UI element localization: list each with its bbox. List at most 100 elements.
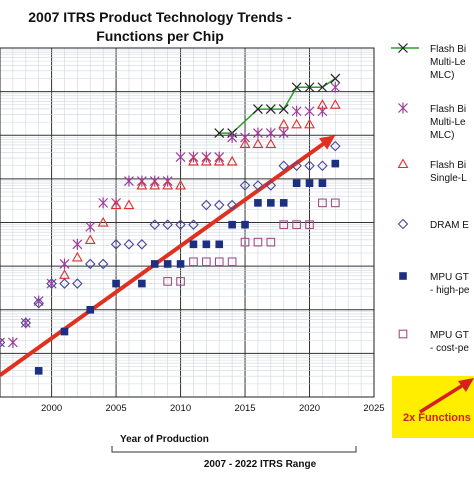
legend-entry-4: DRAM E <box>397 218 469 231</box>
data-point <box>254 199 262 207</box>
data-point <box>278 118 290 129</box>
data-point <box>124 175 134 187</box>
data-point <box>330 198 340 208</box>
data-point <box>188 155 199 166</box>
data-point <box>175 219 186 230</box>
data-point <box>213 199 225 211</box>
range-label: 2007 - 2022 ITRS Range <box>204 459 317 470</box>
data-point <box>240 237 250 247</box>
legend-entry-2: Flash Bi Multi-Le MLC) <box>398 102 466 141</box>
range-brace <box>111 446 357 453</box>
data-point <box>292 220 301 230</box>
data-point <box>329 99 341 109</box>
data-point <box>110 199 122 210</box>
data-point <box>304 160 315 172</box>
data-point <box>150 260 159 268</box>
data-point <box>227 131 238 143</box>
data-point <box>162 219 173 230</box>
data-point <box>318 179 327 188</box>
data-point <box>72 238 83 250</box>
data-point <box>20 317 32 329</box>
data-point <box>123 239 135 250</box>
data-point <box>253 127 263 139</box>
data-point <box>228 220 236 229</box>
data-point <box>265 104 276 114</box>
series-1 <box>214 73 341 138</box>
data-point <box>33 297 44 309</box>
data-point <box>201 257 211 267</box>
data-point <box>0 336 5 348</box>
data-point <box>398 102 408 114</box>
data-point <box>304 82 315 93</box>
legend-text: MPU GT <box>430 330 469 341</box>
data-point <box>399 272 407 280</box>
data-point <box>330 81 341 93</box>
data-point <box>266 237 276 247</box>
trend-line-group <box>0 135 336 377</box>
x-tick-labels: 2000 2005 2010 2015 2020 2025 <box>41 403 385 414</box>
data-point <box>317 105 328 117</box>
data-point <box>110 239 122 250</box>
data-point <box>265 127 276 139</box>
data-point <box>112 279 120 288</box>
data-point <box>253 237 263 247</box>
data-point <box>398 43 408 53</box>
data-point <box>214 128 225 138</box>
data-point <box>305 220 314 230</box>
data-point <box>291 105 302 117</box>
data-point <box>304 105 315 117</box>
legend-text: Flash Bi <box>430 104 466 115</box>
data-point <box>316 99 328 109</box>
data-point <box>162 179 174 190</box>
data-point <box>239 138 251 149</box>
data-point <box>278 160 290 172</box>
data-point <box>59 258 70 270</box>
data-point <box>279 220 289 230</box>
data-point <box>34 367 43 375</box>
series-2 <box>0 81 341 348</box>
data-point <box>46 278 57 290</box>
data-point <box>60 327 69 336</box>
data-point <box>59 278 70 289</box>
legend-text: Single-L <box>430 173 467 184</box>
data-point <box>136 179 148 190</box>
data-point <box>20 317 31 329</box>
data-point <box>138 279 146 288</box>
data-point <box>214 257 224 267</box>
data-point <box>213 155 225 166</box>
data-point <box>239 180 251 191</box>
trend-arrow-head <box>319 135 336 150</box>
legend-entry-5: MPU GT - high-pe <box>399 272 470 296</box>
data-point <box>253 104 263 114</box>
data-point <box>200 155 212 166</box>
data-point <box>136 239 148 250</box>
data-point <box>176 260 185 268</box>
legend-entry-3: Flash Bi Single-L <box>397 158 467 184</box>
legend-text: MLC) <box>430 70 454 81</box>
x-tick-label: 2005 <box>105 403 126 414</box>
data-point <box>175 151 186 163</box>
data-point <box>189 240 198 249</box>
x-tick-label: 2010 <box>170 403 191 414</box>
data-point <box>304 118 315 129</box>
data-point <box>86 305 95 314</box>
data-point <box>84 258 96 270</box>
data-point <box>226 199 238 211</box>
x-tick-label: 2000 <box>41 403 62 414</box>
chart-title-line1: 2007 ITRS Product Technology Trends - <box>28 9 292 25</box>
data-point <box>175 179 186 190</box>
trend-line <box>0 139 329 377</box>
legend: Flash Bi Multi-Le MLC) Flash Bi Multi-Le MLC)… <box>391 43 470 354</box>
data-point <box>241 220 249 229</box>
series-line <box>219 77 336 134</box>
data-point <box>72 278 83 289</box>
x-axis-label: Year of Production <box>120 434 209 445</box>
data-point <box>318 198 327 208</box>
callout-text: 2x Functions <box>403 412 471 424</box>
data-point <box>240 131 250 143</box>
data-point <box>330 140 341 152</box>
legend-text: Multi-Le <box>430 57 466 68</box>
data-point <box>252 180 264 191</box>
